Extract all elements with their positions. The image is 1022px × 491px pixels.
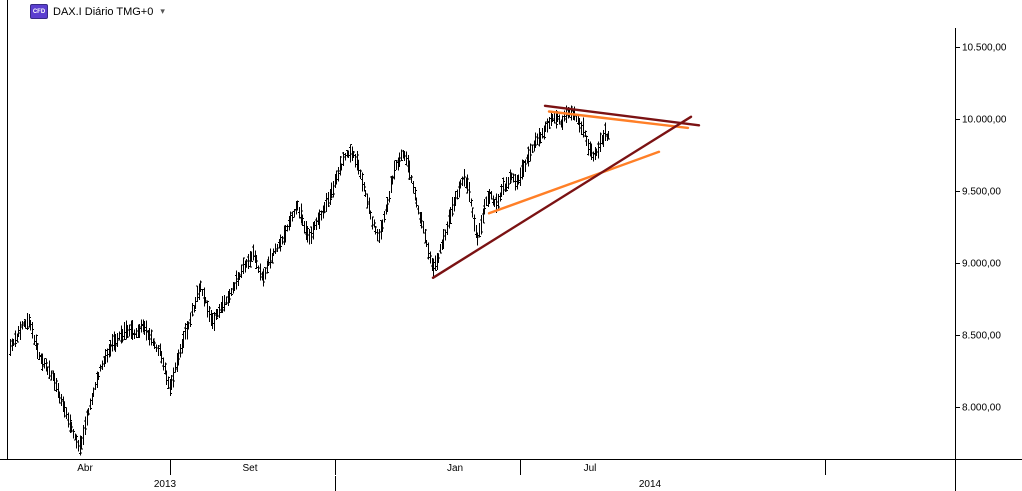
y-axis-label: 8.000,00 (962, 403, 1001, 414)
cfd-badge-icon: CFD (30, 4, 48, 19)
y-axis-label: 9.000,00 (962, 259, 1001, 270)
x-axis-year-label: 2014 (639, 479, 662, 490)
y-axis-label: 10.500,00 (962, 43, 1007, 54)
y-axis-label: 8.500,00 (962, 331, 1001, 342)
y-axis-label: 10.000,00 (962, 115, 1007, 126)
upper-maroon-trendline[interactable] (543, 104, 701, 127)
rising-maroon-trendline[interactable] (431, 115, 693, 279)
trendlines-group (431, 104, 701, 279)
x-axis-month-label: Jan (447, 463, 463, 474)
x-axis-month-label: Set (242, 463, 257, 474)
upper-orange-trendline[interactable] (547, 110, 690, 130)
y-axis-label: 9.500,00 (962, 187, 1001, 198)
ohlc-bars (9, 105, 610, 456)
x-axis-month-label: Abr (77, 463, 93, 474)
x-axis-year-label: 2013 (154, 479, 177, 490)
instrument-title: DAX.I Diário TMG+0 (53, 5, 154, 18)
lower-orange-trendline[interactable] (487, 150, 661, 215)
instrument-selector[interactable]: CFD DAX.I Diário TMG+0 ▾ (30, 4, 165, 19)
axis-labels: 10.500,00 10.000,00 9.500,00 9.000,00 8.500,… (77, 43, 1007, 491)
x-axis-month-label: Jul (584, 463, 597, 474)
chevron-down-icon[interactable]: ▾ (160, 6, 165, 16)
